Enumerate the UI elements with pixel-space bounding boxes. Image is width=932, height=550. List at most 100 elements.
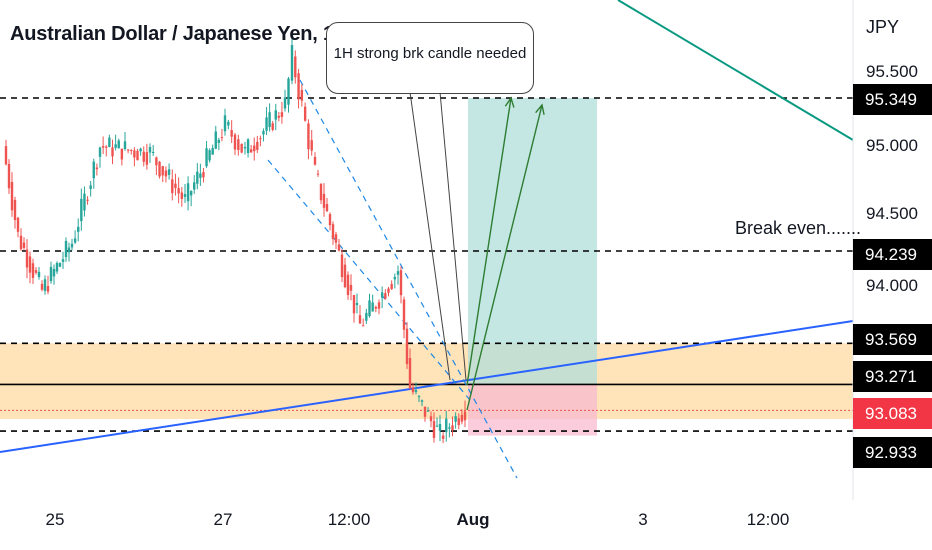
candle-body bbox=[368, 300, 371, 317]
candle-body bbox=[183, 194, 187, 197]
candle-body bbox=[331, 224, 335, 240]
candle-body bbox=[98, 147, 102, 157]
candle-body bbox=[438, 424, 442, 431]
candle-body bbox=[55, 262, 59, 272]
candle-body bbox=[463, 411, 467, 421]
candle-body bbox=[174, 183, 177, 189]
candle-body bbox=[108, 137, 111, 147]
candle-body bbox=[256, 141, 259, 150]
candle-body bbox=[223, 115, 227, 132]
candle-body bbox=[19, 235, 23, 250]
candle-body bbox=[86, 199, 89, 201]
candle-body bbox=[325, 203, 329, 212]
candle-body bbox=[58, 263, 62, 267]
candle-body bbox=[249, 149, 253, 153]
candle-body bbox=[95, 167, 99, 170]
price-tick-95000: 95.000 bbox=[866, 136, 918, 155]
candle-body bbox=[111, 147, 114, 157]
projection-arrowhead-0 bbox=[504, 96, 515, 108]
candle-body bbox=[193, 182, 196, 190]
price-tick-94000: 94.000 bbox=[866, 276, 918, 295]
candle-body bbox=[208, 150, 211, 161]
candle-body bbox=[390, 283, 393, 289]
chart-title: Australian Dollar / Japanese Yen, 1h, FX… bbox=[10, 23, 413, 45]
candle-body bbox=[10, 181, 14, 211]
candle-body bbox=[316, 173, 320, 175]
candle-body bbox=[280, 112, 284, 117]
candle-body bbox=[214, 131, 217, 149]
callout-pointer-a bbox=[409, 91, 451, 381]
projection-arrowhead-1 bbox=[535, 103, 545, 115]
candle-body bbox=[130, 149, 133, 151]
candle-body bbox=[34, 270, 38, 273]
candle-body bbox=[343, 264, 347, 288]
candle-body bbox=[46, 286, 50, 292]
candle-body bbox=[61, 259, 65, 262]
time-tick-1200-a: 12:00 bbox=[327, 510, 371, 529]
callout-text: 1H strong brk candle needed bbox=[333, 45, 527, 62]
candle-body bbox=[49, 266, 53, 282]
candle-body bbox=[164, 170, 168, 177]
candle-body bbox=[262, 130, 265, 135]
candle-body bbox=[92, 161, 95, 179]
candle-body bbox=[393, 276, 397, 280]
candle-body bbox=[441, 435, 445, 439]
candle-body bbox=[271, 123, 274, 130]
candle-body bbox=[73, 238, 77, 243]
time-tick-3: 3 bbox=[638, 510, 648, 529]
candle-body bbox=[205, 148, 208, 167]
candle-body bbox=[265, 117, 268, 131]
candle-body bbox=[349, 284, 353, 291]
candle-body bbox=[136, 150, 139, 161]
price-badge-break-even: 94.239 bbox=[853, 239, 932, 270]
candle-body bbox=[7, 164, 11, 189]
candle-body bbox=[133, 150, 136, 158]
candle-body bbox=[361, 325, 365, 327]
candle-body bbox=[380, 292, 384, 298]
candle-body bbox=[377, 302, 381, 309]
candle-body bbox=[230, 130, 233, 137]
candle-body bbox=[220, 137, 224, 139]
candle-body bbox=[408, 358, 412, 389]
candle-body bbox=[70, 243, 74, 248]
candle-body bbox=[177, 188, 180, 194]
currency-label: JPY bbox=[866, 17, 900, 37]
candle-body bbox=[287, 78, 290, 105]
candle-body bbox=[199, 173, 202, 178]
supply-demand-zone bbox=[0, 343, 853, 420]
candle-body bbox=[460, 414, 464, 422]
candle-body bbox=[77, 226, 80, 232]
candle-body bbox=[365, 312, 368, 321]
candle-body bbox=[227, 121, 230, 126]
candle-body bbox=[297, 73, 300, 100]
projection-arrow-0 bbox=[466, 97, 512, 386]
candle-body bbox=[120, 148, 124, 160]
time-tick-25: 25 bbox=[45, 510, 65, 529]
callout-box[interactable]: 1H strong brk candle needed bbox=[326, 22, 534, 94]
candle-body bbox=[396, 271, 400, 275]
candle-body bbox=[117, 140, 120, 149]
candle-body bbox=[268, 112, 271, 128]
candle-body bbox=[322, 193, 326, 208]
candle-body bbox=[171, 179, 174, 194]
candle-body bbox=[13, 199, 17, 220]
candle-body bbox=[310, 140, 313, 151]
blue-trendline bbox=[0, 320, 854, 453]
candle-body bbox=[167, 169, 171, 175]
candle-body bbox=[83, 193, 86, 211]
time-tick-27: 27 bbox=[213, 510, 233, 529]
candle-body bbox=[211, 148, 214, 155]
candle-body bbox=[294, 56, 297, 78]
candle-body bbox=[80, 198, 83, 222]
candle-body bbox=[313, 156, 317, 165]
candle-body bbox=[337, 244, 341, 251]
candle-body bbox=[151, 152, 155, 154]
candle-body bbox=[25, 249, 29, 268]
candle-body bbox=[411, 387, 415, 393]
candle-body bbox=[414, 390, 418, 393]
candle-body bbox=[417, 396, 421, 398]
candle-body bbox=[202, 172, 205, 178]
candle-body bbox=[454, 416, 457, 422]
candle-body bbox=[233, 134, 237, 150]
